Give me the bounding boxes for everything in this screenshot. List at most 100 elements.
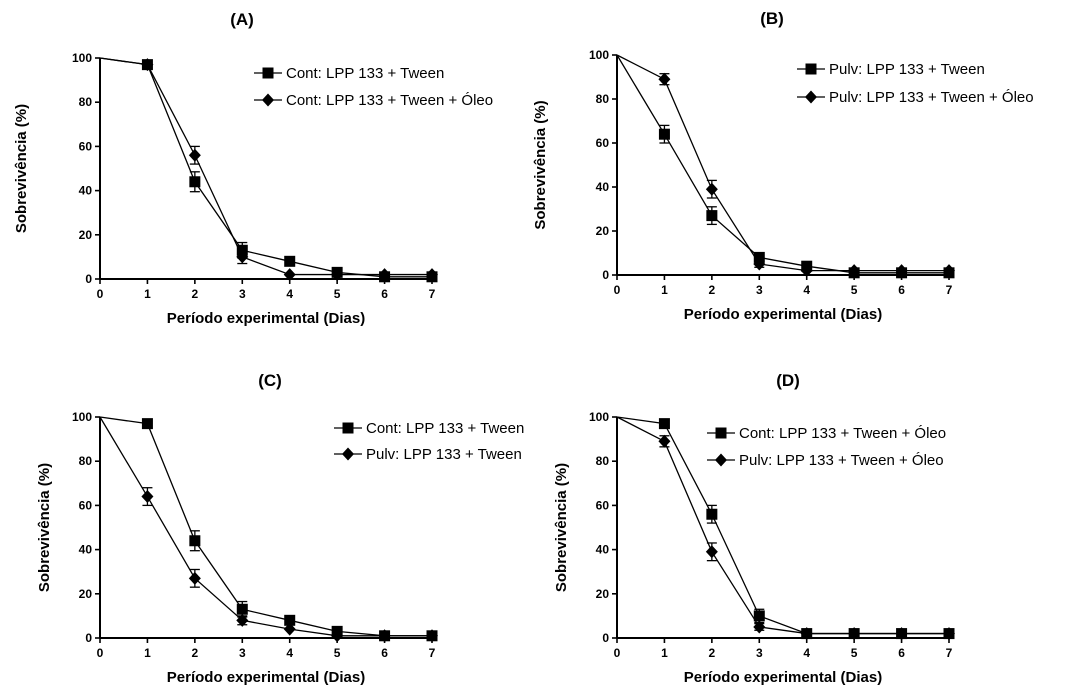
y-tick-label: 20	[596, 224, 610, 238]
chart-panel-d: (D) 0 1 2 3 4 5 6 7 0 20 40 60 80 100 Período experimen…	[553, 371, 955, 686]
x-axis-label: Período experimental (Dias)	[684, 669, 882, 686]
x-tick-label: 4	[803, 283, 810, 297]
chart-panel-c: (C) 0 1 2 3 4 5 6 7 0 20 40 60 80 100 Período experimen…	[36, 371, 524, 686]
x-tick-label: 6	[898, 646, 905, 660]
series-line	[617, 55, 949, 273]
x-tick-label: 0	[614, 283, 621, 297]
legend-label: Cont: LPP 133 + Tween + Óleo	[286, 92, 493, 109]
x-tick-label: 3	[239, 287, 246, 301]
legend-entry-2: Cont: LPP 133 + Tween + Óleo	[254, 92, 493, 109]
x-tick-label: 1	[661, 646, 668, 660]
x-tick-label: 5	[334, 287, 341, 301]
x-tick-label: 2	[192, 287, 199, 301]
y-tick-label: 40	[79, 184, 93, 198]
y-tick-label: 60	[596, 498, 610, 512]
x-tick-label: 2	[709, 646, 716, 660]
series-line	[617, 417, 949, 634]
legend-label: Pulv: LPP 133 + Tween + Óleo	[739, 452, 944, 469]
legend-entry-1: Cont: LPP 133 + Tween + Óleo	[707, 425, 946, 442]
y-axis-label: Sobrevivência (%)	[13, 104, 30, 233]
y-tick-label: 80	[596, 92, 610, 106]
y-tick-label: 100	[72, 51, 92, 65]
legend-entry-1: Pulv: LPP 133 + Tween	[797, 61, 985, 78]
legend-marker-diamond	[342, 448, 354, 461]
y-tick-label: 0	[602, 631, 609, 645]
data-point-diamond	[658, 435, 670, 448]
legend-marker-diamond	[262, 94, 274, 107]
x-tick-label: 7	[429, 287, 436, 301]
chart-title: (C)	[258, 371, 282, 390]
x-tick-label: 0	[614, 646, 621, 660]
x-tick-label: 0	[97, 287, 104, 301]
x-tick-label: 6	[381, 646, 388, 660]
legend-marker-square	[263, 68, 274, 79]
legend-label: Cont: LPP 133 + Tween	[286, 65, 444, 82]
x-axis-label: Período experimental (Dias)	[167, 669, 365, 686]
legend-entry-1: Cont: LPP 133 + Tween	[334, 420, 524, 437]
data-point-square	[659, 418, 670, 429]
data-point-square	[189, 535, 200, 546]
y-tick-label: 100	[589, 48, 609, 62]
legend-marker-square	[343, 423, 354, 434]
legend-entry-2: Pulv: LPP 133 + Tween + Óleo	[707, 452, 944, 469]
x-tick-label: 7	[946, 646, 953, 660]
y-tick-label: 0	[85, 272, 92, 286]
data-point-diamond	[141, 490, 153, 503]
x-tick-label: 3	[239, 646, 246, 660]
chart-panel-b: (B) 0 1 2 3 4 5 6 7 0 20 40 60 80 100 Período experimen…	[532, 9, 1034, 323]
data-point-square	[706, 210, 717, 221]
x-tick-label: 2	[709, 283, 716, 297]
x-tick-label: 5	[334, 646, 341, 660]
y-tick-label: 40	[79, 543, 93, 557]
x-tick-label: 1	[144, 646, 151, 660]
x-axis-label: Período experimental (Dias)	[167, 310, 365, 327]
y-axis-label: Sobrevivência (%)	[553, 463, 570, 592]
legend-entry-2: Pulv: LPP 133 + Tween + Óleo	[797, 89, 1034, 106]
y-tick-label: 0	[85, 631, 92, 645]
legend-label: Cont: LPP 133 + Tween + Óleo	[739, 425, 946, 442]
chart-title: (A)	[230, 10, 254, 29]
data-point-square	[659, 129, 670, 140]
x-tick-label: 6	[898, 283, 905, 297]
series-line	[617, 417, 949, 634]
chart-title: (B)	[760, 9, 784, 28]
legend-marker-square	[716, 428, 727, 439]
data-point-square	[189, 176, 200, 187]
data-point-square	[237, 604, 248, 615]
legend-marker-diamond	[715, 454, 727, 467]
y-tick-label: 80	[596, 454, 610, 468]
x-tick-label: 5	[851, 646, 858, 660]
x-tick-label: 5	[851, 283, 858, 297]
y-tick-label: 60	[79, 139, 93, 153]
y-tick-label: 20	[596, 587, 610, 601]
data-point-diamond	[189, 149, 201, 162]
x-tick-label: 3	[756, 283, 763, 297]
y-tick-label: 80	[79, 454, 93, 468]
data-point-square	[284, 256, 295, 267]
x-tick-label: 1	[144, 287, 151, 301]
legend-label: Pulv: LPP 133 + Tween	[366, 446, 522, 463]
x-tick-label: 1	[661, 283, 668, 297]
x-tick-label: 3	[756, 646, 763, 660]
y-tick-label: 80	[79, 95, 93, 109]
legend-label: Pulv: LPP 133 + Tween	[829, 61, 985, 78]
y-tick-label: 20	[79, 587, 93, 601]
x-axis-label: Período experimental (Dias)	[684, 306, 882, 323]
y-tick-label: 20	[79, 228, 93, 242]
x-tick-label: 2	[192, 646, 199, 660]
data-point-diamond	[706, 545, 718, 558]
series-line	[100, 58, 432, 275]
legend-entry-2: Pulv: LPP 133 + Tween	[334, 446, 522, 463]
x-tick-label: 7	[429, 646, 436, 660]
x-tick-label: 7	[946, 283, 953, 297]
legend-entry-1: Cont: LPP 133 + Tween	[254, 65, 444, 82]
y-tick-label: 60	[79, 498, 93, 512]
data-point-diamond	[706, 183, 718, 196]
legend-label: Cont: LPP 133 + Tween	[366, 420, 524, 437]
y-tick-label: 40	[596, 180, 610, 194]
x-tick-label: 4	[286, 646, 293, 660]
y-tick-label: 100	[72, 410, 92, 424]
x-tick-label: 6	[381, 287, 388, 301]
x-tick-label: 0	[97, 646, 104, 660]
